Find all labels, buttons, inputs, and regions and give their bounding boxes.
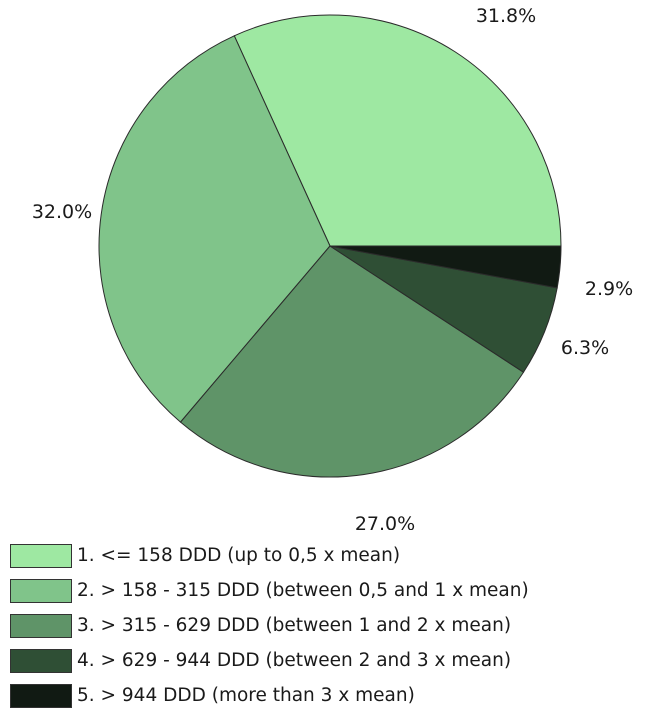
- legend-item-2: 2. > 158 - 315 DDD (between 0,5 and 1 x …: [10, 573, 648, 608]
- pie-slice-5: [329, 245, 562, 289]
- legend-swatch: [10, 613, 72, 638]
- legend-item-3: 3. > 315 - 629 DDD (between 1 and 2 x me…: [10, 608, 648, 643]
- slice-value-label-4: 6.3%: [561, 337, 609, 359]
- legend-item-1: 1. <= 158 DDD (up to 0,5 x mean): [10, 538, 648, 573]
- legend-label: 1. <= 158 DDD (up to 0,5 x mean): [77, 545, 401, 566]
- legend: 1. <= 158 DDD (up to 0,5 x mean) 2. > 158…: [10, 538, 648, 713]
- legend-label: 3. > 315 - 629 DDD (between 1 and 2 x me…: [77, 615, 512, 636]
- slice-value-label-5: 2.9%: [585, 278, 633, 300]
- pie-slice-2: [98, 35, 331, 423]
- legend-label: 4. > 629 - 944 DDD (between 2 and 3 x me…: [77, 650, 512, 671]
- legend-label: 5. > 944 DDD (more than 3 x mean): [77, 685, 415, 706]
- legend-item-4: 4. > 629 - 944 DDD (between 2 and 3 x me…: [10, 643, 648, 678]
- pie-slice-1: [233, 14, 562, 247]
- pie-slice-3: [179, 245, 525, 478]
- legend-swatch: [10, 543, 72, 568]
- slice-value-label-3: 27.0%: [355, 513, 415, 530]
- legend-label: 2. > 158 - 315 DDD (between 0,5 and 1 x …: [77, 580, 529, 601]
- legend-swatch: [10, 578, 72, 603]
- legend-item-5: 5. > 944 DDD (more than 3 x mean): [10, 678, 648, 713]
- pie-chart: 31.8% 32.0% 27.0% 6.3% 2.9%: [32, 5, 633, 530]
- slice-value-label-1: 31.8%: [476, 5, 536, 27]
- legend-swatch: [10, 648, 72, 673]
- slice-value-label-2: 32.0%: [32, 201, 92, 223]
- legend-swatch: [10, 683, 72, 708]
